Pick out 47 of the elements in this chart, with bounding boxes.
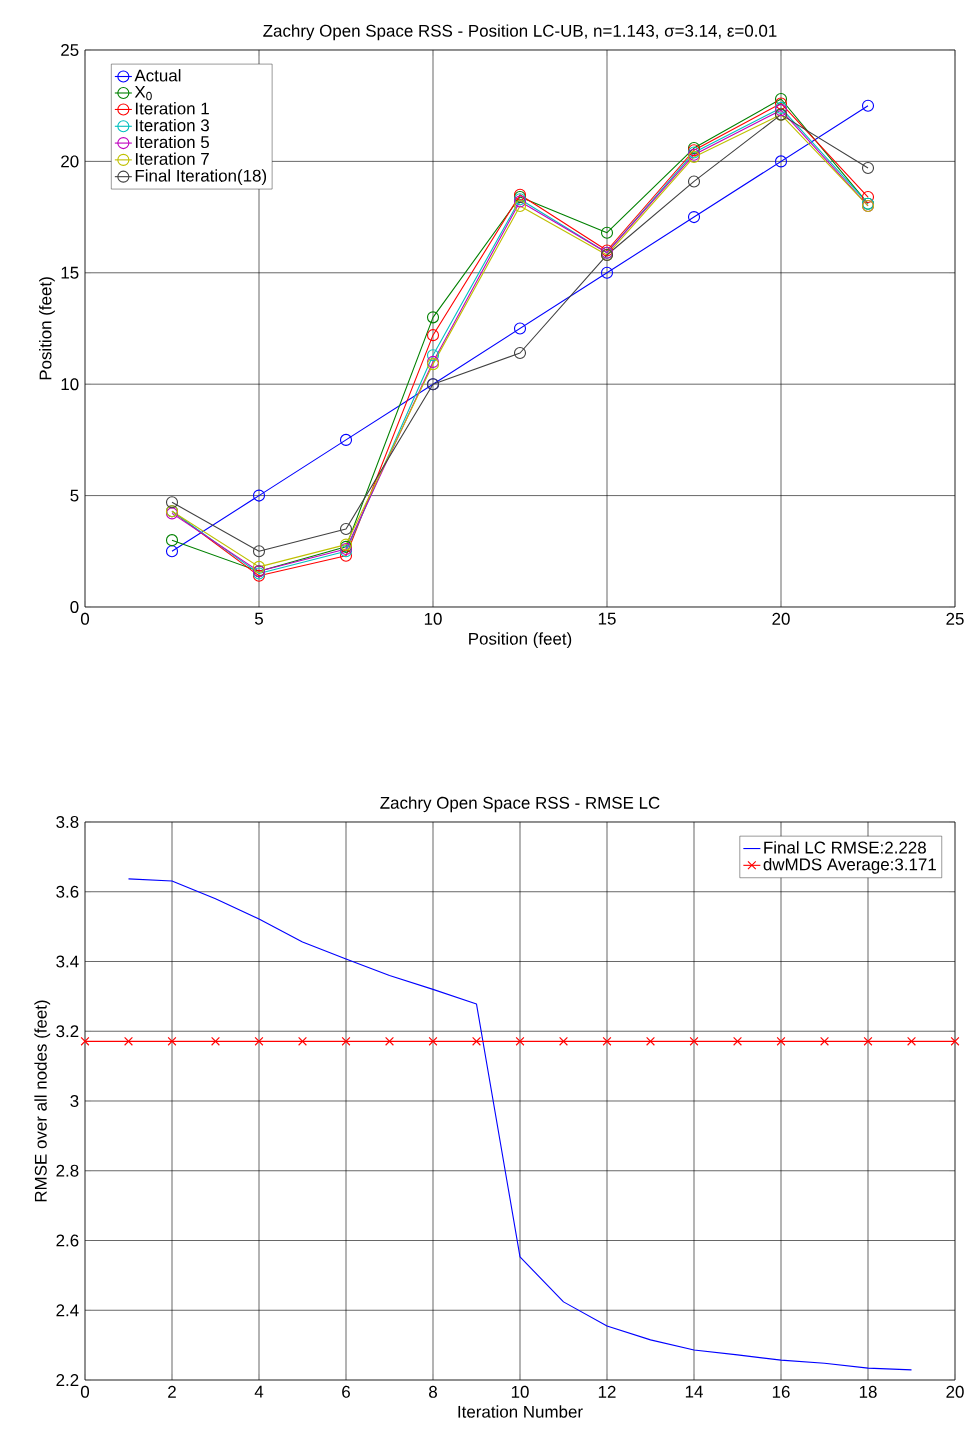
x-tick-label: 20	[772, 612, 790, 625]
x-tick-label: 10	[424, 612, 442, 625]
y-tick-label: 3	[70, 1095, 79, 1107]
y-tick-label: 2.2	[56, 1374, 79, 1386]
y-axis-title: Position (feet)	[39, 277, 55, 380]
y-tick-label: 2.6	[56, 1234, 79, 1247]
x-tick-label: 18	[859, 1385, 877, 1398]
x-tick-label: 16	[772, 1385, 790, 1398]
y-tick-label: 25	[61, 43, 79, 56]
legend-label: Final Iteration(18)	[135, 169, 267, 186]
x-tick-label: 15	[598, 612, 616, 625]
legend-label: Iteration 7	[135, 152, 209, 165]
legend-label: Iteration 3	[135, 118, 209, 132]
x-axis-title: Position (feet)	[469, 632, 572, 649]
x-tick-label: 6	[342, 1385, 350, 1398]
y-tick-label: 2.4	[56, 1304, 79, 1317]
y-tick-label: 3.8	[56, 816, 79, 828]
y-tick-label: 3.2	[56, 1025, 79, 1038]
x-tick-label: 2	[168, 1385, 176, 1398]
y-tick-label: 10	[61, 378, 79, 391]
y-axis-title: RMSE over all nodes (feet)	[34, 1000, 51, 1202]
legend-label: Final LC RMSE:2.228	[764, 841, 926, 854]
x-tick-label: 0	[80, 612, 90, 625]
x-tick-label: 12	[598, 1385, 616, 1398]
y-tick-label: 0	[70, 600, 79, 613]
x-tick-label: 14	[685, 1385, 703, 1398]
legend-label: Actual	[134, 69, 181, 82]
y-tick-label: 20	[61, 155, 79, 168]
y-tick-label: 3.6	[56, 885, 79, 898]
legend-label: Iteration 1	[135, 102, 209, 115]
chart-title: Zachry Open Space RSS - Position LC-UB, n=1.143, σ=3.14, ε=0.01	[263, 24, 777, 41]
y-tick-label: 3.4	[56, 955, 79, 968]
x-tick-label: 25	[946, 612, 964, 625]
y-tick-label: 2.8	[56, 1164, 79, 1177]
x-axis-title: Iteration Number	[458, 1405, 583, 1418]
chart-title: Zachry Open Space RSS - RMSE LC	[380, 796, 660, 813]
y-tick-label: 15	[61, 266, 79, 279]
x-tick-label: 4	[254, 1385, 264, 1398]
y-tick-label: 5	[70, 489, 79, 502]
x-tick-label: 8	[429, 1385, 437, 1398]
legend-label: dwMDS Average:3.171	[763, 857, 936, 874]
x-tick-label: 0	[80, 1385, 90, 1398]
x-tick-label: 10	[511, 1385, 529, 1398]
x-tick-label: 20	[946, 1385, 964, 1398]
legend-label: Iteration 5	[135, 135, 209, 149]
x-tick-label: 5	[254, 612, 263, 625]
legend-label: X$_{0}$	[134, 85, 152, 101]
